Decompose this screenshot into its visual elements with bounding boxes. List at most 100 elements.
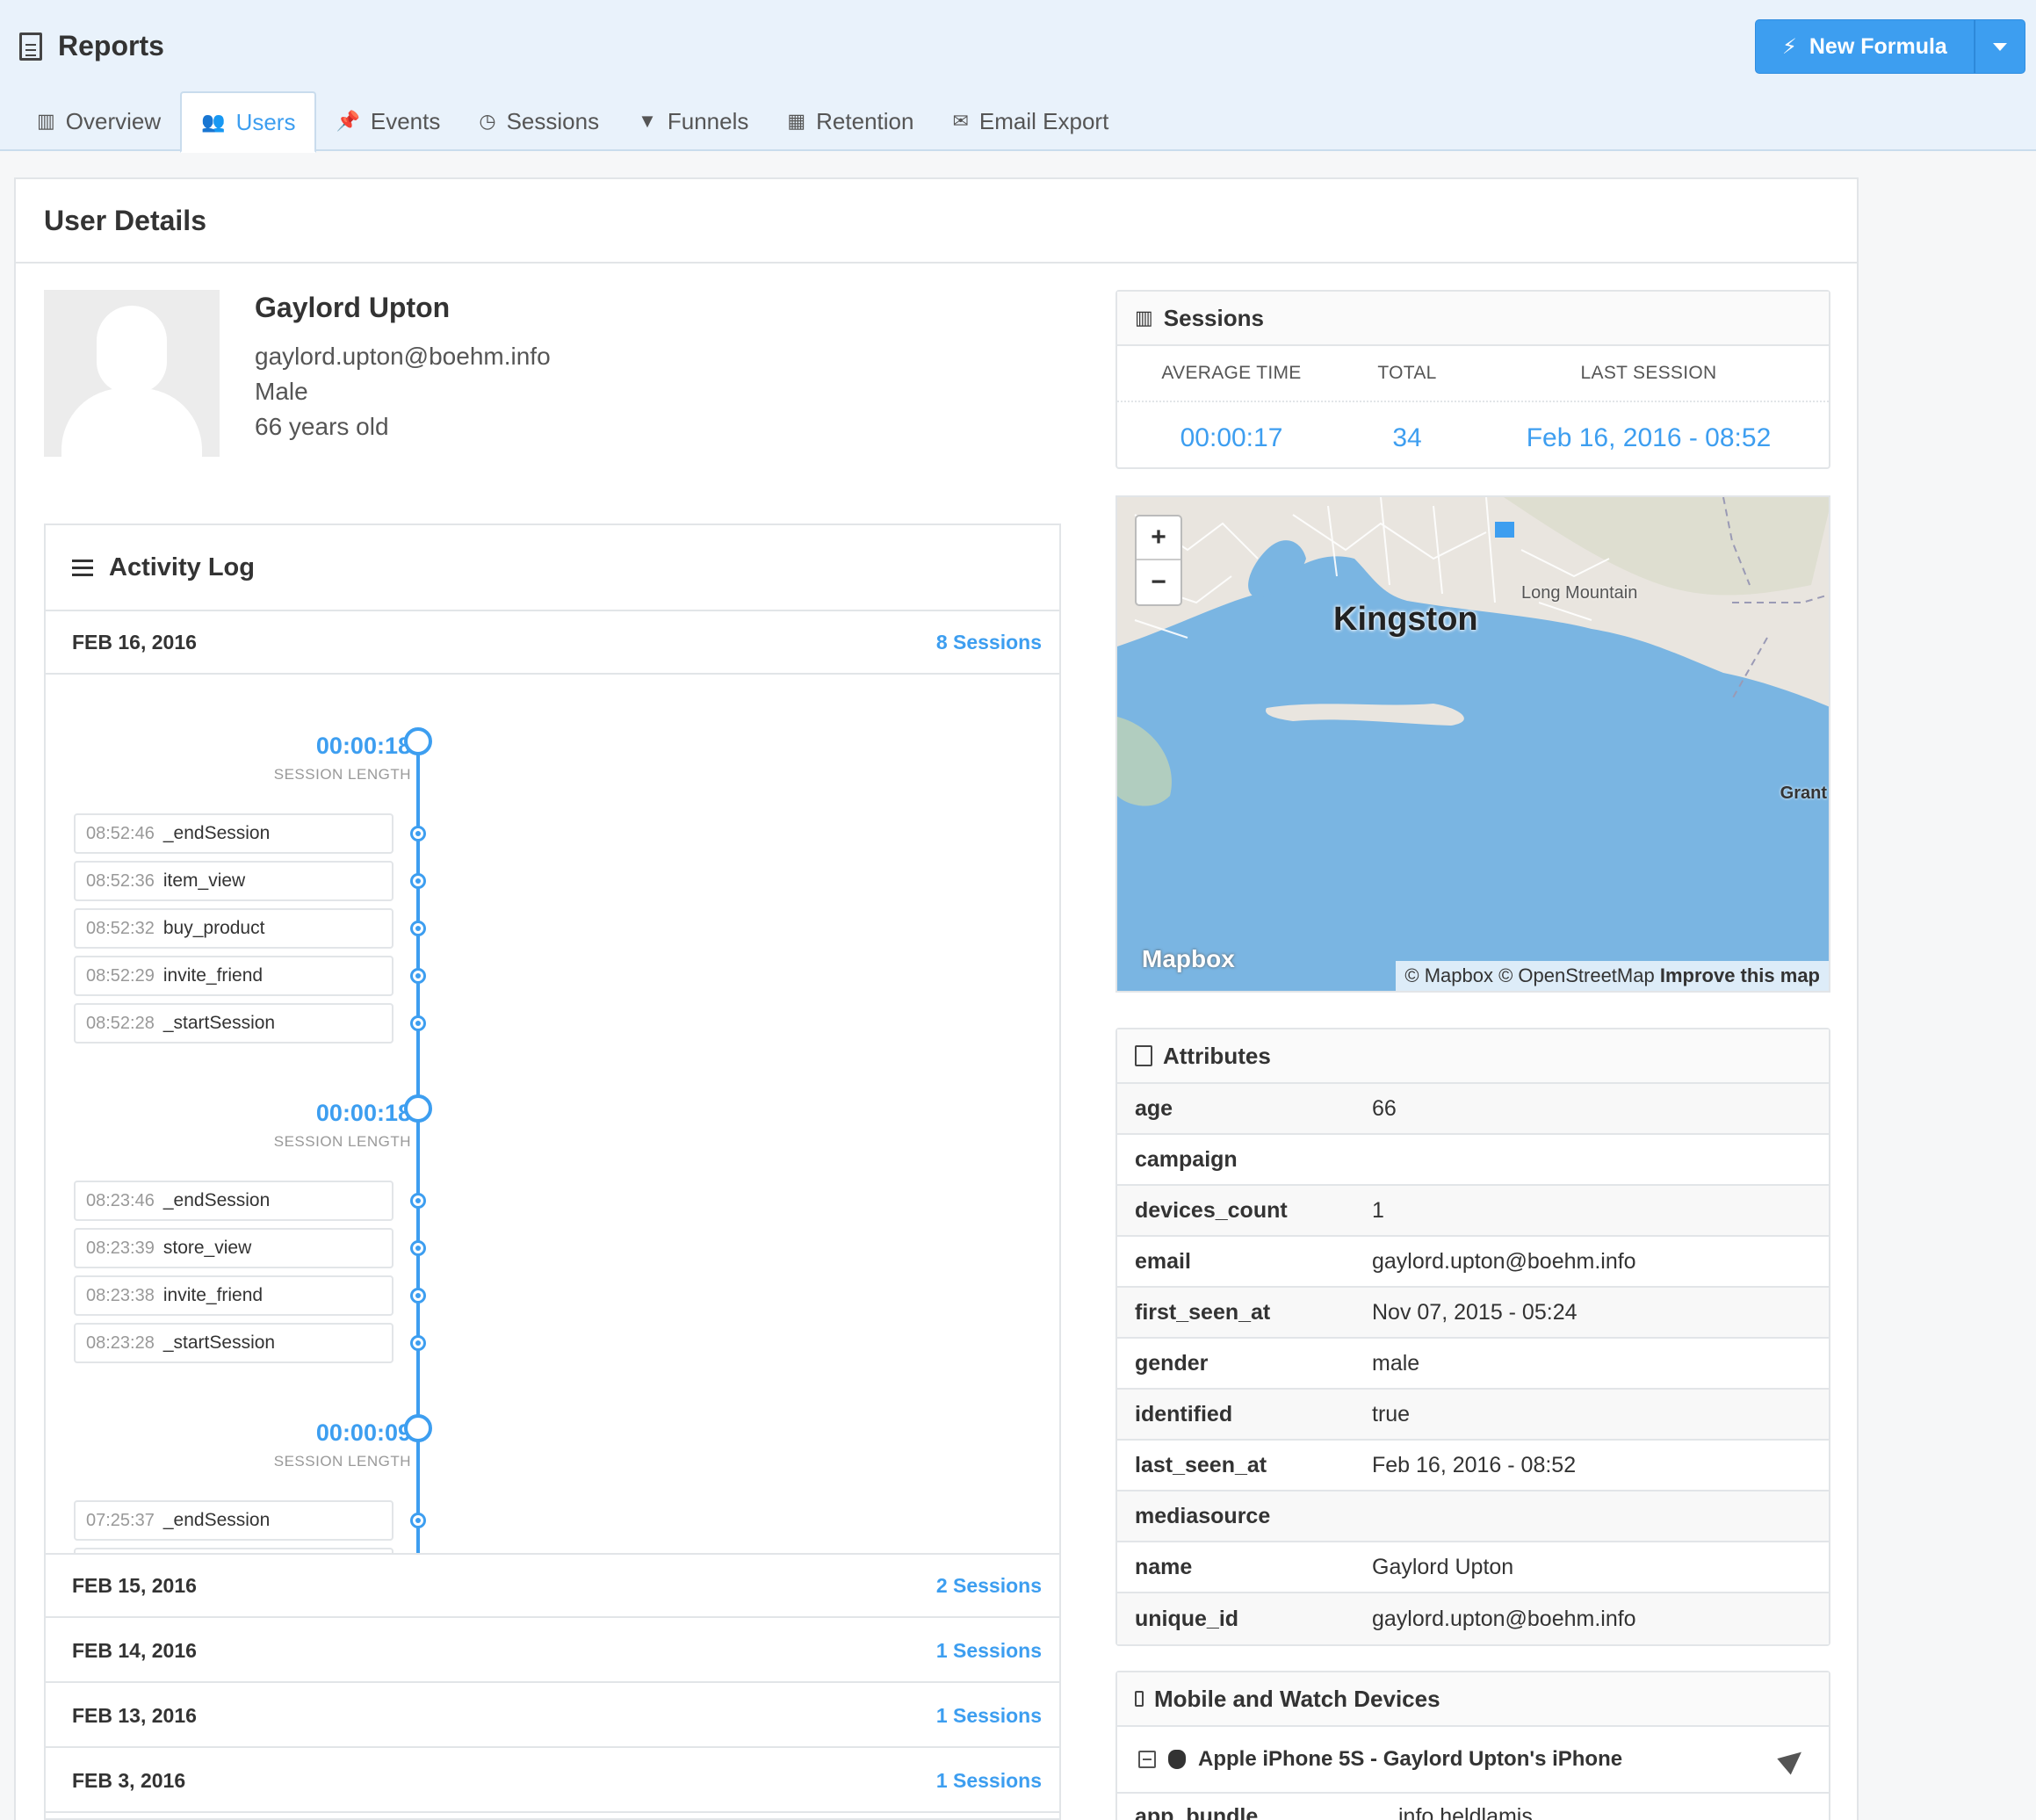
map-attribution-text[interactable]: © Mapbox © OpenStreetMap xyxy=(1404,964,1655,986)
device-attr-value: info.heldlamis xyxy=(1398,1804,1533,1820)
session-timeline[interactable]: 00:00:18 SESSION LENGTH 08:52:46 _endSes… xyxy=(46,676,1059,1555)
event-node xyxy=(410,968,426,984)
event-item[interactable]: 08:52:32 buy_product xyxy=(74,908,393,949)
day-date: FEB 3, 2016 xyxy=(72,1768,186,1792)
tab-sessions[interactable]: ◷ Sessions xyxy=(459,91,618,151)
improve-map-link[interactable]: Improve this map xyxy=(1659,964,1820,986)
event-node xyxy=(410,1513,426,1528)
tab-overview[interactable]: ▥ Overview xyxy=(18,91,180,151)
file-icon xyxy=(1135,1045,1152,1066)
day-sessions-link[interactable]: 2 Sessions xyxy=(935,1573,1042,1597)
new-formula-dropdown-button[interactable] xyxy=(1974,19,2025,74)
session-node xyxy=(404,1414,432,1442)
tab-email-export-label: Email Export xyxy=(978,107,1109,134)
devices-box: Mobile and Watch Devices Apple iPhone 5S… xyxy=(1115,1671,1830,1820)
event-item[interactable]: 08:23:38 invite_friend xyxy=(74,1275,393,1316)
caret-down-icon xyxy=(1992,42,2007,51)
collapse-icon[interactable] xyxy=(1138,1751,1156,1768)
tab-users[interactable]: 👥 Users xyxy=(180,91,317,153)
top-bar: Reports ⚡ New Formula ▥ Overview 👥 Users… xyxy=(0,0,2036,153)
tab-bar: ▥ Overview 👥 Users 📌 Events ◷ Sessions ▼… xyxy=(18,91,1128,153)
envelope-icon: ✉ xyxy=(952,110,969,132)
activity-log-title: Activity Log xyxy=(109,552,255,581)
event-item[interactable]: 08:23:39 store_view xyxy=(74,1228,393,1268)
session-length-label: SESSION LENGTH xyxy=(273,1133,411,1150)
app-title: Reports xyxy=(19,30,164,62)
event-item[interactable]: 08:52:46 _endSession xyxy=(74,813,393,854)
event-time: 07:25:37 xyxy=(86,1510,155,1530)
new-formula-label: New Formula xyxy=(1809,33,1947,59)
day-row[interactable]: FEB 15, 2016 2 Sessions xyxy=(46,1555,1059,1618)
session-node xyxy=(404,1094,432,1123)
attr-value: 1 xyxy=(1372,1197,1384,1223)
day-sessions-link[interactable]: 8 Sessions xyxy=(935,630,1042,654)
device-row[interactable]: Apple iPhone 5S - Gaylord Upton's iPhone xyxy=(1117,1727,1829,1794)
average-time-label: AVERAGE TIME xyxy=(1161,363,1302,383)
apple-icon xyxy=(1168,1750,1186,1769)
day-row-expanded[interactable]: FEB 16, 2016 8 Sessions xyxy=(46,611,1059,675)
tab-funnels[interactable]: ▼ Funnels xyxy=(618,91,768,151)
location-map[interactable]: + − Kingston Long Mountain Grant Mapbox … xyxy=(1115,495,1830,993)
average-time-value: 00:00:17 xyxy=(1180,423,1283,452)
mapbox-logo: Mapbox xyxy=(1142,945,1235,972)
session-length: 00:00:18 xyxy=(315,733,411,759)
event-node xyxy=(410,1288,426,1304)
tab-events[interactable]: 📌 Events xyxy=(316,91,459,151)
event-item[interactable]: 08:23:46 _endSession xyxy=(74,1181,393,1221)
event-item[interactable]: 07:25:37 _endSession xyxy=(74,1500,393,1541)
attr-key: unique_id xyxy=(1135,1606,1239,1631)
last-session-label: LAST SESSION xyxy=(1580,363,1717,383)
total-label: TOTAL xyxy=(1377,363,1437,383)
day-sessions-link[interactable]: 1 Sessions xyxy=(935,1638,1042,1662)
day-row[interactable]: FEB 13, 2016 1 Sessions xyxy=(46,1685,1059,1748)
map-grant-label: Grant xyxy=(1780,784,1827,803)
attributes-box-header: Attributes xyxy=(1117,1029,1829,1084)
day-sessions-link[interactable]: 1 Sessions xyxy=(935,1703,1042,1727)
event-time: 08:23:28 xyxy=(86,1332,155,1353)
attr-value: male xyxy=(1372,1350,1420,1376)
table-row: first_seen_at Nov 07, 2015 - 05:24 xyxy=(1117,1288,1829,1339)
tab-email-export[interactable]: ✉ Email Export xyxy=(933,91,1128,151)
bolt-icon: ⚡ xyxy=(1782,34,1797,59)
event-item[interactable]: 08:52:36 item_view xyxy=(74,861,393,901)
mobile-icon xyxy=(1135,1691,1144,1707)
table-row: identified true xyxy=(1117,1390,1829,1441)
tab-retention[interactable]: ▦ Retention xyxy=(768,91,933,151)
pin-icon: 📌 xyxy=(336,110,360,132)
map-mountain-label: Long Mountain xyxy=(1521,583,1638,603)
sessions-box: ▥ Sessions AVERAGE TIME TOTAL LAST SESSI… xyxy=(1115,290,1830,469)
send-icon[interactable] xyxy=(1777,1744,1809,1775)
day-sessions-link[interactable]: 1 Sessions xyxy=(935,1768,1042,1792)
session-length-label: SESSION LENGTH xyxy=(273,766,411,783)
event-node xyxy=(410,1015,426,1031)
tab-events-label: Events xyxy=(370,107,441,134)
new-formula-button[interactable]: ⚡ New Formula xyxy=(1755,19,1975,74)
tab-sessions-label: Sessions xyxy=(506,107,600,134)
day-row[interactable]: FEB 3, 2016 1 Sessions xyxy=(46,1750,1059,1813)
table-row: mediasource xyxy=(1117,1491,1829,1542)
activity-log: Activity Log FEB 16, 2016 8 Sessions 00:… xyxy=(44,524,1061,1820)
app-title-text: Reports xyxy=(58,30,164,61)
event-item[interactable]: 08:52:28 _startSession xyxy=(74,1003,393,1044)
attr-value: gaylord.upton@boehm.info xyxy=(1372,1248,1636,1274)
event-item[interactable]: 08:52:29 invite_friend xyxy=(74,956,393,996)
total-value: 34 xyxy=(1392,423,1422,452)
event-name: invite_friend xyxy=(162,1285,264,1305)
sessions-stat-values: 00:00:17 34 Feb 16, 2016 - 08:52 xyxy=(1117,402,1829,474)
event-name: store_view xyxy=(162,1238,252,1258)
attr-value: true xyxy=(1372,1401,1411,1426)
avatar xyxy=(44,290,220,457)
user-name: Gaylord Upton xyxy=(255,292,451,323)
event-item[interactable]: 08:23:28 _startSession xyxy=(74,1323,393,1363)
event-item-partial[interactable] xyxy=(74,1548,393,1553)
event-node xyxy=(410,1335,426,1351)
day-row[interactable]: FEB 14, 2016 1 Sessions xyxy=(46,1620,1059,1683)
grid-icon: ▦ xyxy=(787,110,806,132)
table-row: gender male xyxy=(1117,1339,1829,1390)
event-time: 08:23:39 xyxy=(86,1238,155,1258)
filter-icon: ▼ xyxy=(638,110,657,132)
zoom-out-button[interactable]: − xyxy=(1151,567,1166,596)
event-time: 08:23:46 xyxy=(86,1190,155,1210)
devices-box-header: Mobile and Watch Devices xyxy=(1117,1672,1829,1727)
zoom-in-button[interactable]: + xyxy=(1137,516,1180,560)
